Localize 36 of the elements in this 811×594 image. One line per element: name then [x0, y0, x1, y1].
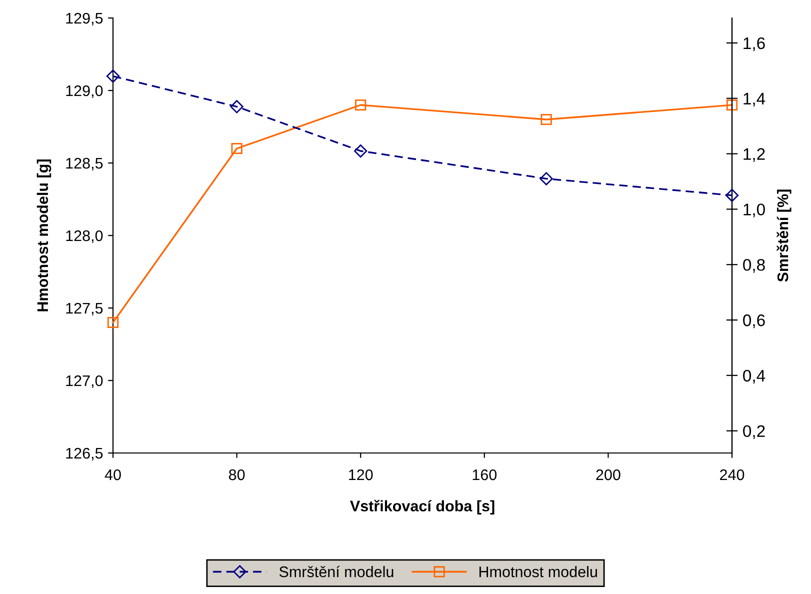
- point: [540, 114, 552, 126]
- y2-tick-label: 1,0: [744, 204, 765, 218]
- point: [540, 172, 553, 186]
- y-tick-label: 129,0: [66, 85, 103, 98]
- point: [726, 99, 738, 111]
- y-tick-label: 126,5: [66, 448, 103, 460]
- y2-tick-label: 0,6: [743, 314, 765, 328]
- point: [354, 144, 368, 158]
- y-axis-title: Hmotnost modelu [g]: [36, 160, 52, 312]
- point: [106, 70, 120, 83]
- legend-label: Smrštění modelu: [279, 566, 394, 578]
- y-tick-label: 127,5: [66, 302, 103, 316]
- point: [107, 316, 119, 328]
- x-axis-title: Vstřikovací doba [s]: [350, 500, 494, 514]
- y-tick-label: 129,5: [66, 12, 103, 26]
- point: [230, 100, 244, 114]
- point: [725, 188, 739, 202]
- x-tick-label: 80: [228, 469, 245, 480]
- y2-tick-label: 1,4: [744, 92, 766, 107]
- y-tick-label: 128,0: [66, 230, 103, 243]
- x-tick-label: 40: [104, 469, 121, 480]
- x-tick-label: 200: [596, 469, 620, 480]
- y2-tick-label: 1,2: [744, 148, 765, 162]
- y2-tick-label: 0,2: [743, 425, 765, 440]
- y2-tick-label: 1,6: [744, 37, 765, 52]
- x-tick-label: 160: [472, 469, 497, 480]
- x-tick-label: 120: [349, 469, 373, 480]
- legend-label: Hmotnost modelu: [479, 566, 597, 578]
- y-tick-label: 127,0: [66, 375, 103, 388]
- point: [355, 99, 366, 111]
- y2-axis-title: Smrštění [%]: [776, 190, 792, 282]
- point: [231, 142, 242, 154]
- y2-tick-label: 0,8: [743, 258, 765, 273]
- x-tick-label: 240: [720, 469, 744, 480]
- y-tick-label: 128,5: [66, 158, 103, 170]
- y2-tick-label: 0,4: [743, 370, 766, 384]
